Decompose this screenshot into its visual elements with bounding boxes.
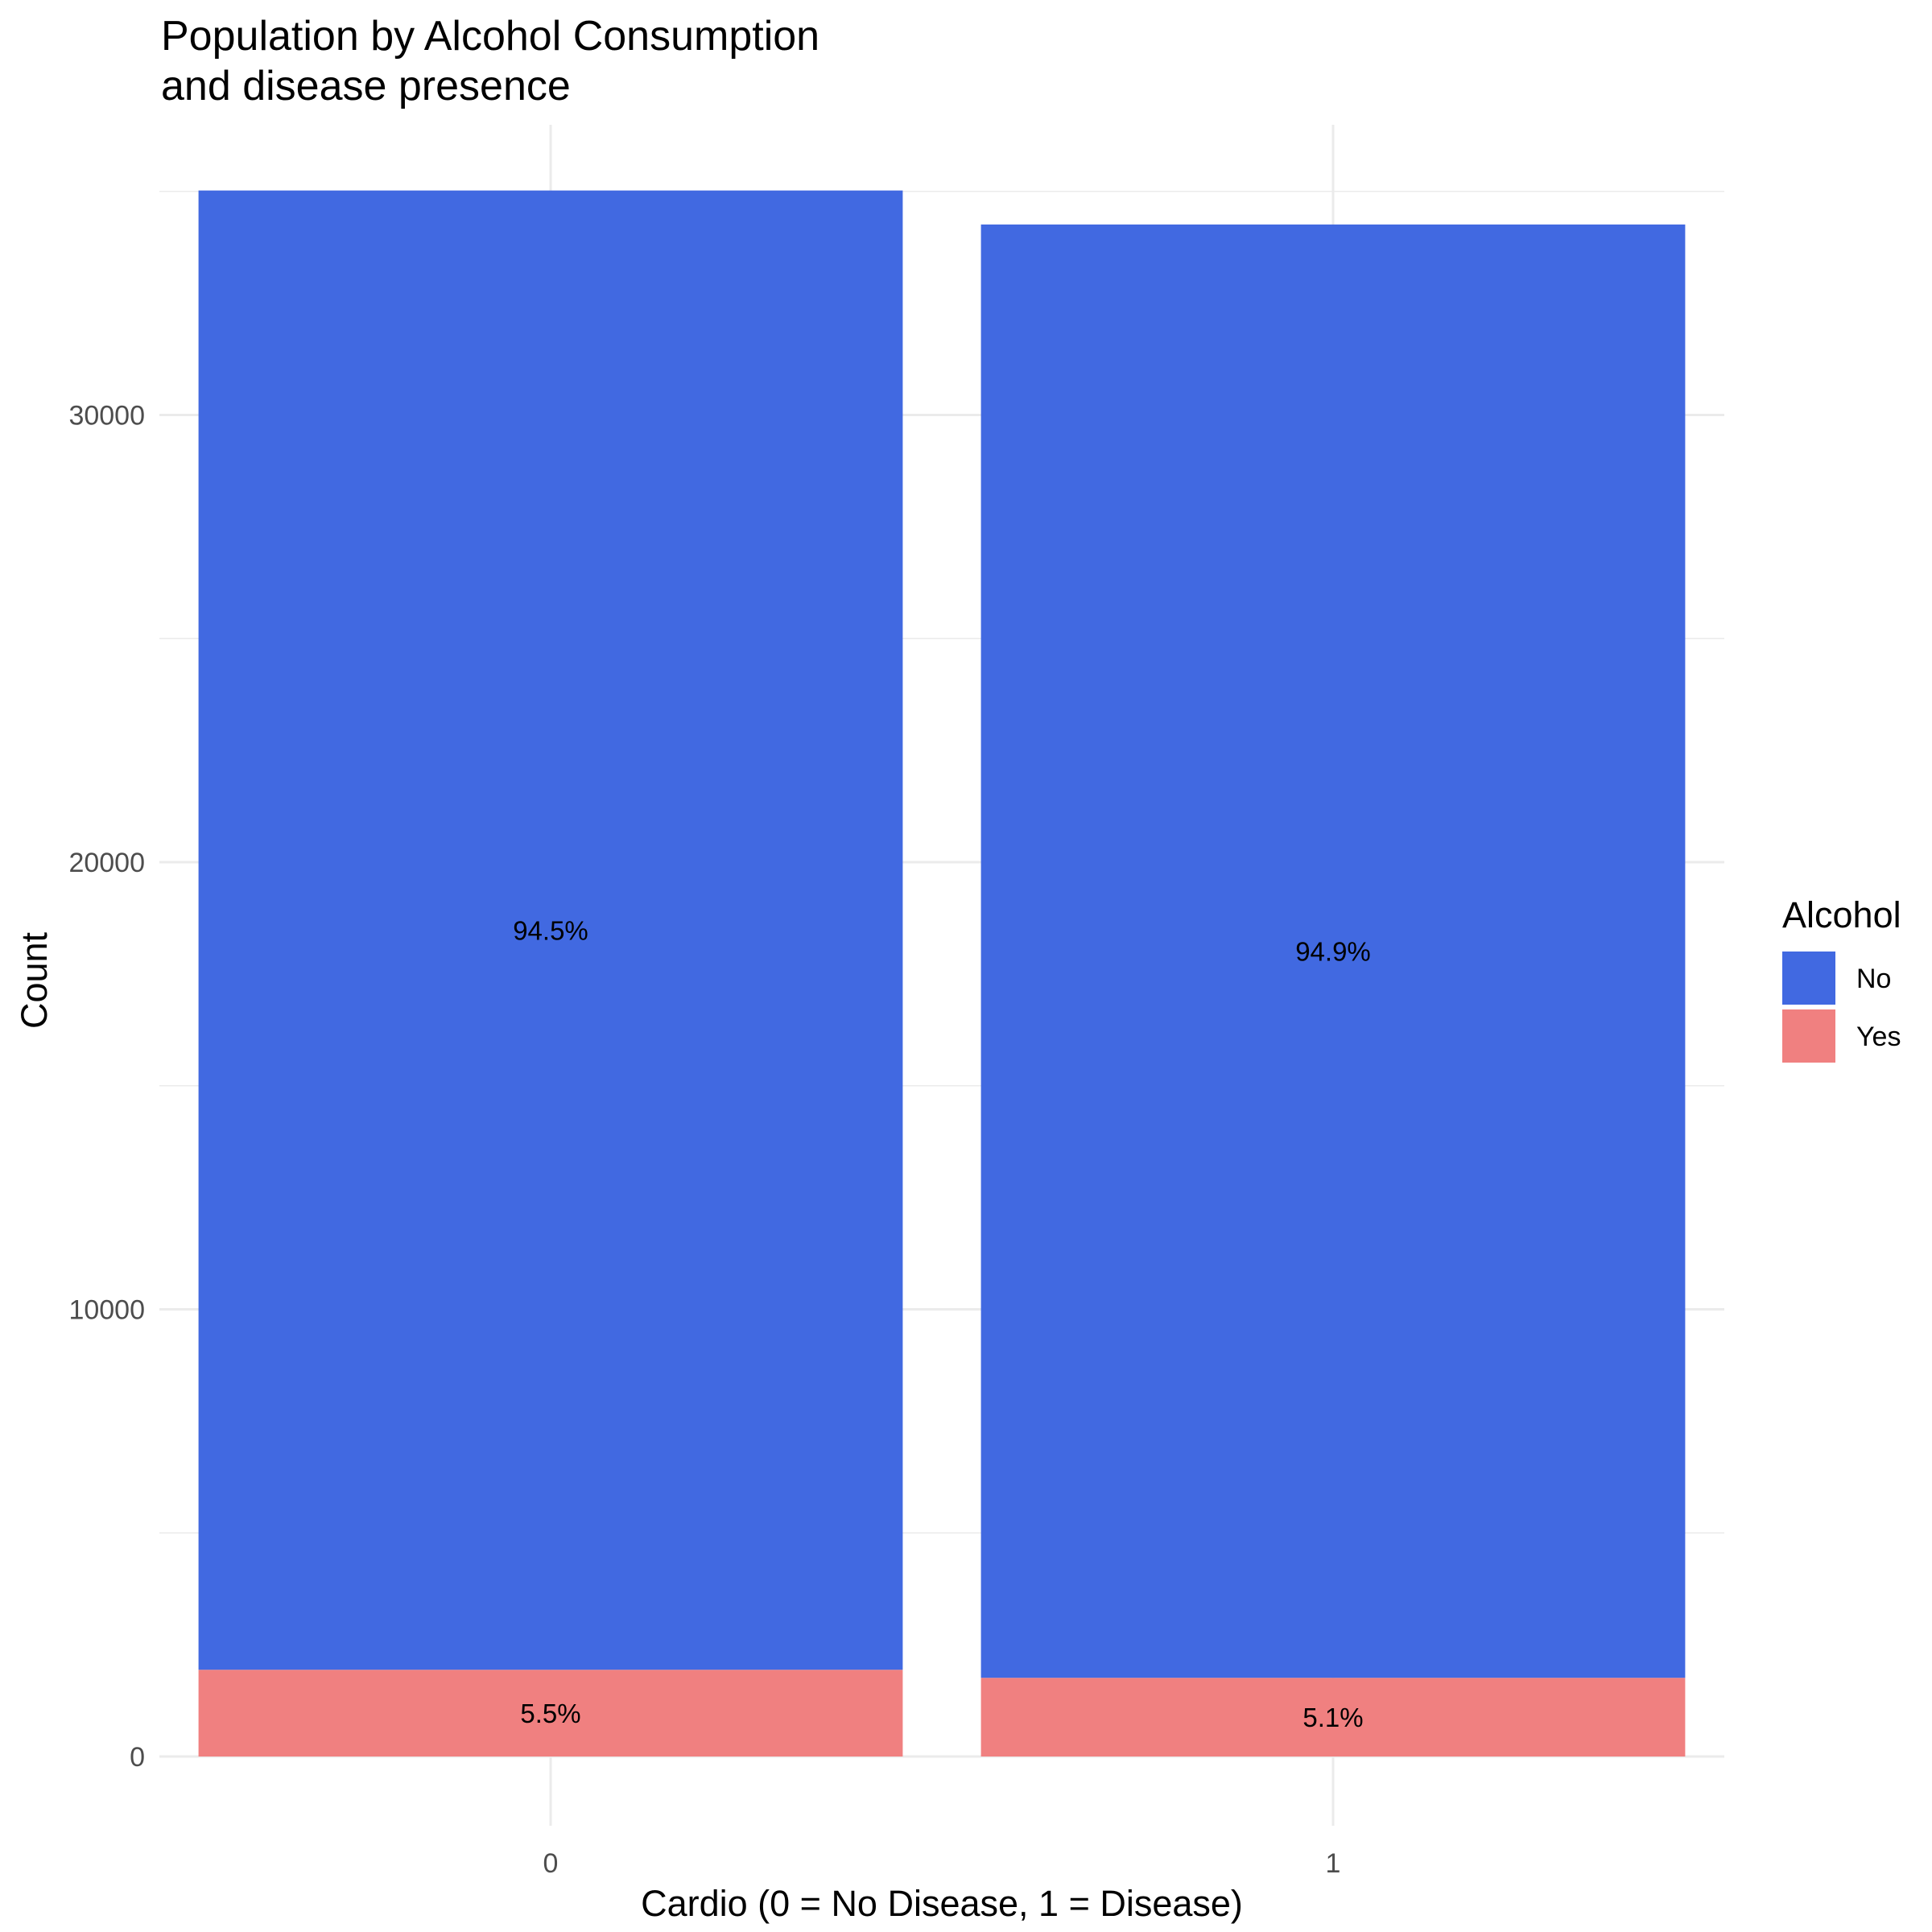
legend: Alcohol No Yes bbox=[1782, 894, 1901, 1063]
y-tick-label: 20000 bbox=[68, 848, 145, 878]
legend-label: Yes bbox=[1856, 1022, 1901, 1052]
chart-title-line: Population by Alcohol Consumption bbox=[161, 13, 819, 60]
bar-percentage-label: 5.5% bbox=[520, 1699, 580, 1728]
legend-swatch bbox=[1782, 952, 1835, 1005]
legend-swatch bbox=[1782, 1009, 1835, 1063]
y-tick-label: 30000 bbox=[68, 401, 145, 431]
x-axis-title: Cardio (0 = No Disease, 1 = Disease) bbox=[641, 1883, 1243, 1924]
bar-segment-yes bbox=[198, 1670, 903, 1757]
legend-title: Alcohol bbox=[1782, 894, 1901, 935]
bars bbox=[198, 190, 1686, 1757]
y-tick-label: 0 bbox=[130, 1742, 145, 1773]
x-tick-label: 1 bbox=[1326, 1848, 1341, 1879]
bar-segment-no bbox=[198, 190, 903, 1670]
bar-percentage-label: 94.9% bbox=[1295, 937, 1371, 967]
x-tick-label: 0 bbox=[543, 1848, 559, 1879]
chart-title-line: and disease presence bbox=[161, 63, 571, 109]
y-tick-label: 10000 bbox=[68, 1295, 145, 1326]
y-axis-title: Count bbox=[14, 931, 55, 1029]
bar-percentage-label: 94.5% bbox=[513, 915, 588, 945]
y-tick-labels: 0 10000 20000 30000 bbox=[68, 401, 145, 1773]
bar-labels: 5.5% 94.5% 5.1% 94.9% bbox=[513, 915, 1371, 1732]
chart-title: Population by Alcohol Consumption and dis… bbox=[161, 13, 819, 109]
bar-segment-yes bbox=[980, 1678, 1686, 1757]
bar-segment-no bbox=[980, 224, 1686, 1678]
bar-percentage-label: 5.1% bbox=[1302, 1703, 1363, 1732]
legend-label: No bbox=[1856, 964, 1891, 994]
